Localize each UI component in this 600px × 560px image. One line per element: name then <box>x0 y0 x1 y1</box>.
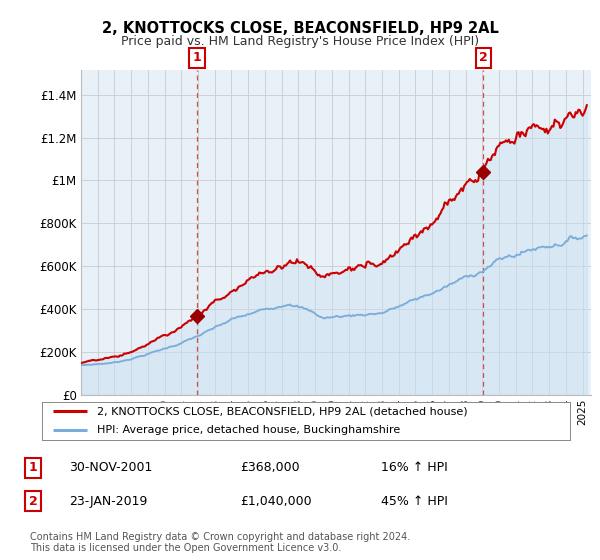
Text: 1: 1 <box>29 461 37 474</box>
Text: Contains HM Land Registry data © Crown copyright and database right 2024.
This d: Contains HM Land Registry data © Crown c… <box>30 531 410 553</box>
Text: £1,040,000: £1,040,000 <box>240 494 311 508</box>
Text: 30-NOV-2001: 30-NOV-2001 <box>69 461 152 474</box>
Text: 1: 1 <box>192 52 201 64</box>
Text: 2, KNOTTOCKS CLOSE, BEACONSFIELD, HP9 2AL: 2, KNOTTOCKS CLOSE, BEACONSFIELD, HP9 2A… <box>101 21 499 36</box>
Text: Price paid vs. HM Land Registry's House Price Index (HPI): Price paid vs. HM Land Registry's House … <box>121 35 479 48</box>
Text: 2, KNOTTOCKS CLOSE, BEACONSFIELD, HP9 2AL (detached house): 2, KNOTTOCKS CLOSE, BEACONSFIELD, HP9 2A… <box>97 406 468 416</box>
Text: £368,000: £368,000 <box>240 461 299 474</box>
Text: 2: 2 <box>29 494 37 508</box>
Text: 16% ↑ HPI: 16% ↑ HPI <box>381 461 448 474</box>
Text: 2: 2 <box>479 52 488 64</box>
Text: 45% ↑ HPI: 45% ↑ HPI <box>381 494 448 508</box>
Text: 23-JAN-2019: 23-JAN-2019 <box>69 494 148 508</box>
Text: HPI: Average price, detached house, Buckinghamshire: HPI: Average price, detached house, Buck… <box>97 425 401 435</box>
